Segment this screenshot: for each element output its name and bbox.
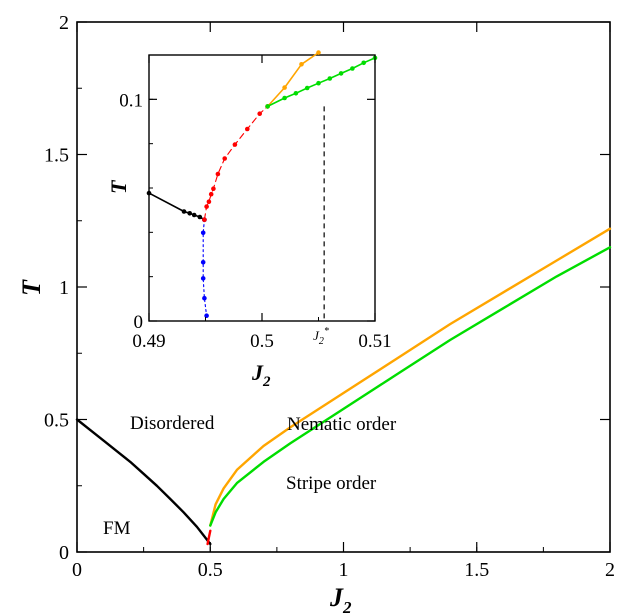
main-y-tick-label-1: 0.5 bbox=[44, 410, 69, 432]
main-x-axis-title-sub: 2 bbox=[342, 598, 352, 616]
inset-series-line-4 bbox=[266, 57, 376, 108]
inset-series-0-point-4 bbox=[197, 214, 203, 220]
main-series-line-2 bbox=[209, 227, 612, 527]
inset-series-2-point-7 bbox=[232, 142, 238, 147]
main-x-tick-label-0: 0 bbox=[72, 559, 82, 581]
inset-series-1-point-1 bbox=[200, 230, 206, 236]
inset-j2-star-sup: * bbox=[324, 326, 329, 337]
main-y-tick-label-2: 1 bbox=[59, 277, 69, 299]
inset-series-4-point-6 bbox=[338, 71, 344, 76]
inset-series-4-point-0 bbox=[265, 104, 270, 109]
main-plot: 0 0.5 1 1.5 200.511.52 FM Disordered Nematic… bbox=[17, 12, 615, 616]
main-x-tick-label-1: 0.5 bbox=[198, 559, 223, 581]
inset-series-3-point-1 bbox=[282, 85, 287, 90]
main-x-tick-label-3: 1.5 bbox=[464, 559, 489, 581]
inset-series-0-point-1 bbox=[181, 209, 187, 214]
inset-series-2-point-0 bbox=[202, 217, 207, 222]
main-y-tick-label-4: 2 bbox=[59, 12, 69, 34]
main-series-line-1 bbox=[206, 529, 212, 546]
inset-series-2-point-5 bbox=[215, 171, 221, 177]
inset-series-1-point-3 bbox=[200, 276, 206, 281]
inset-j2-star-base: J bbox=[313, 328, 320, 343]
inset-series-2-point-2 bbox=[206, 199, 212, 204]
main-y-tick-label-3: 1.5 bbox=[44, 145, 69, 167]
main-series-line-0 bbox=[75, 418, 212, 546]
inset-y-tick-label-1: 0.1 bbox=[119, 90, 143, 111]
main-x-axis-title: J2 bbox=[329, 583, 352, 616]
main-ticks-group: 0 0.5 1 1.5 200.511.52 bbox=[44, 12, 615, 581]
inset-ticks-group: 0.49 0.5 0.51 0 0.1 bbox=[119, 55, 392, 352]
main-x-tick-label-4: 2 bbox=[605, 559, 615, 581]
inset-series-1-point-5 bbox=[204, 313, 209, 319]
main-x-axis-title-base: J bbox=[329, 583, 344, 612]
inset-series-2-point-6 bbox=[222, 156, 227, 161]
main-x-tick-label-2: 1 bbox=[339, 559, 349, 581]
inset-x-tick-label-1: 0.5 bbox=[250, 331, 274, 352]
inset-y-tick-label-0: 0 bbox=[134, 312, 144, 333]
inset-series-0-point-3 bbox=[191, 212, 197, 218]
inset-y-axis-title: T bbox=[106, 179, 131, 194]
inset-x-axis-title: J2 bbox=[251, 360, 271, 390]
inset-series-4-point-4 bbox=[316, 80, 321, 86]
inset-series-3-point-3 bbox=[316, 50, 321, 55]
inset-series-2-point-9 bbox=[257, 111, 263, 116]
inset-series-1-point-2 bbox=[200, 260, 206, 265]
inset-series-2-point-4 bbox=[211, 186, 216, 191]
inset-series-2-point-3 bbox=[208, 191, 214, 197]
inset-series-0-point-2 bbox=[187, 211, 192, 216]
inset-series-4-point-5 bbox=[327, 76, 333, 81]
region-label-fm: FM bbox=[103, 518, 131, 539]
inset-series-4-point-8 bbox=[361, 60, 367, 66]
inset-series-2-point-1 bbox=[204, 204, 209, 209]
inset-series-4-point-2 bbox=[293, 91, 299, 96]
main-y-axis-title: T bbox=[17, 279, 46, 296]
inset-series-4-point-7 bbox=[350, 66, 355, 71]
inset-j2-star-sub: 2 bbox=[319, 336, 324, 347]
inset-series-0-point-0 bbox=[146, 190, 152, 196]
inset-series-2-point-8 bbox=[245, 126, 250, 132]
main-y-tick-label-0: 0 bbox=[59, 542, 69, 564]
inset-series-1-point-4 bbox=[202, 295, 207, 301]
inset-x-tick-label-2: 0.51 bbox=[358, 331, 391, 352]
inset-plot-frame bbox=[148, 54, 376, 322]
inset-x-axis-title-sub: 2 bbox=[262, 374, 271, 390]
inset-j2-star-tick-label: J2* bbox=[313, 326, 329, 347]
main-series-line-3 bbox=[209, 246, 612, 527]
inset-x-axis-title-base: J bbox=[251, 360, 264, 385]
region-label-disordered: Disordered bbox=[130, 413, 215, 434]
region-label-stripe: Stripe order bbox=[286, 473, 377, 494]
inset-series-4-point-3 bbox=[304, 85, 310, 91]
inset-series-group bbox=[146, 50, 378, 319]
inset-series-4-point-1 bbox=[282, 95, 287, 101]
main-series-group bbox=[75, 227, 612, 546]
inset-series-line-3 bbox=[266, 51, 320, 108]
inset-series-3-point-2 bbox=[299, 62, 304, 67]
region-label-nematic: Nematic order bbox=[287, 414, 397, 435]
inset-x-tick-label-0: 0.49 bbox=[132, 331, 165, 352]
